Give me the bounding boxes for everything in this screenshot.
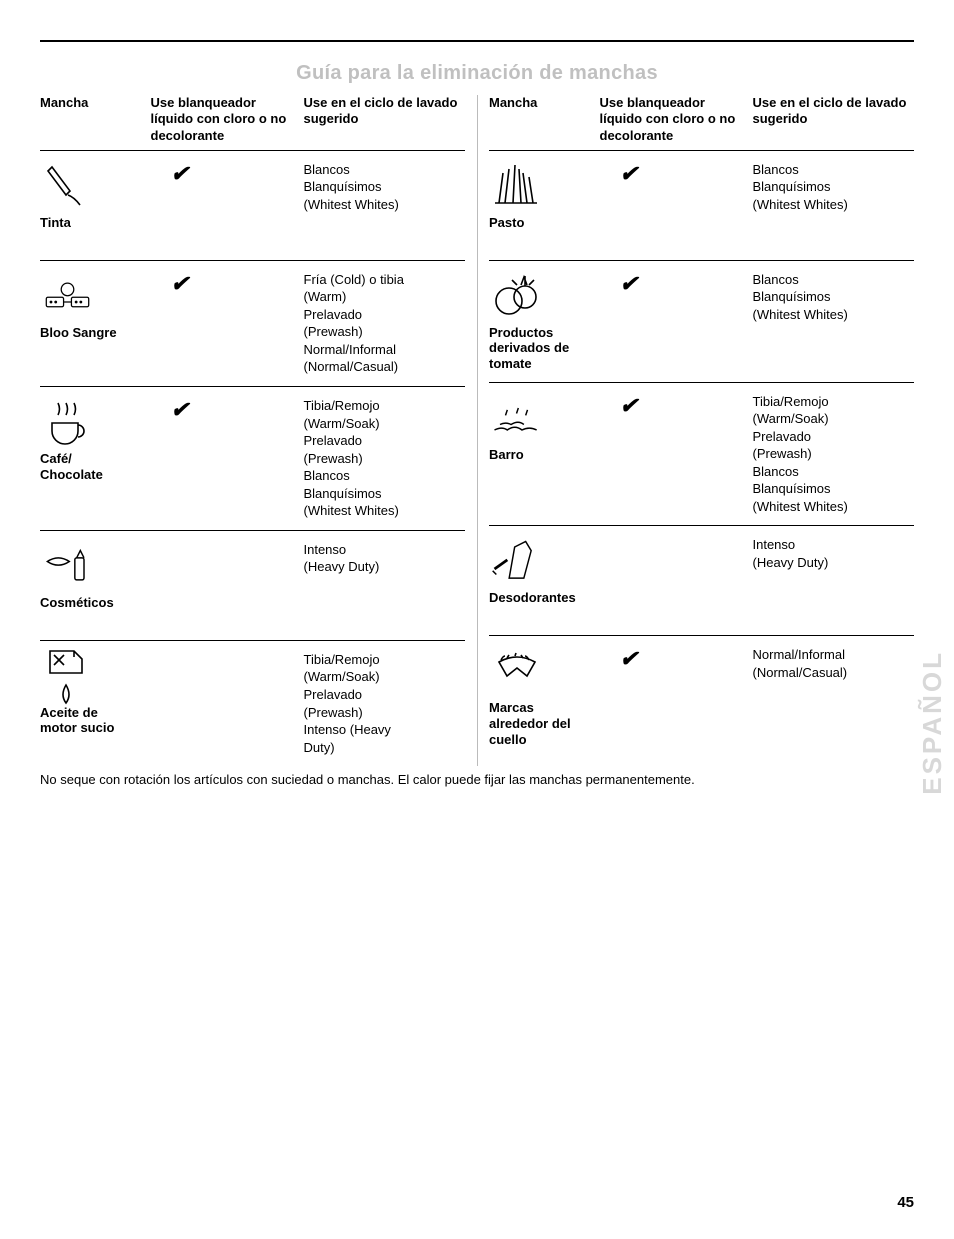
footnote: No seque con rotación los artículos con …	[40, 772, 914, 787]
table-row: Marcas alrededor del cuello ✔ Normal/Infor…	[489, 636, 914, 757]
left-rows: Tinta ✔ Blancos Blanquísimos (Whitest Whit…	[40, 151, 465, 766]
collar-icon	[489, 646, 544, 696]
header-bleach: Use blanqueador líquido con cloro o no d…	[151, 95, 304, 144]
header-cycle: Use en el ciclo de lavado sugerido	[753, 95, 915, 144]
table-row: Barro ✔ Tibia/Remojo (Warm/Soak) Prelavado…	[489, 383, 914, 527]
checkmark-icon: ✔	[171, 271, 189, 296]
oil-icon	[40, 651, 95, 701]
table-row: Tinta ✔ Blancos Blanquísimos (Whitest Whit…	[40, 151, 465, 261]
header-stain: Mancha	[489, 95, 600, 144]
left-column: Mancha Use blanqueador líquido con cloro…	[40, 95, 477, 766]
bleach-cell: ✔	[600, 646, 753, 672]
table-row: Cosméticos Intenso (Heavy Duty)	[40, 531, 465, 641]
top-rule	[40, 40, 914, 42]
stain-label: Desodorantes	[489, 590, 576, 606]
stain-label: Pasto	[489, 215, 524, 231]
stain-cell: Pasto	[489, 161, 600, 231]
checkmark-icon: ✔	[171, 397, 189, 422]
cycle-cell: Blancos Blanquísimos (Whitest Whites)	[753, 271, 915, 324]
header-bleach: Use blanqueador líquido con cloro o no d…	[600, 95, 753, 144]
cycle-cell: Tibia/Remojo (Warm/Soak) Prelavado (Prew…	[304, 397, 466, 520]
table-row: Aceite de motor sucio Tibia/Remojo (Warm/…	[40, 641, 465, 766]
table-header-right: Mancha Use blanqueador líquido con cloro…	[489, 95, 914, 151]
cycle-cell: Intenso (Heavy Duty)	[304, 541, 466, 576]
stain-label: Cosméticos	[40, 595, 114, 611]
cycle-cell: Normal/Informal (Normal/Casual)	[753, 646, 915, 681]
blood-icon	[40, 271, 95, 321]
tomato-icon	[489, 271, 544, 321]
right-column: Mancha Use blanqueador líquido con cloro…	[477, 95, 914, 766]
table-row: Desodorantes Intenso (Heavy Duty)	[489, 526, 914, 636]
header-stain: Mancha	[40, 95, 151, 144]
page-number: 45	[897, 1194, 914, 1211]
bleach-cell: ✔	[151, 161, 304, 187]
stain-label: Marcas alrededor del cuello	[489, 700, 571, 747]
stain-cell: Tinta	[40, 161, 151, 231]
stain-cell: Barro	[489, 393, 600, 463]
checkmark-icon: ✔	[620, 646, 638, 671]
stain-label: Aceite de motor sucio	[40, 705, 114, 736]
checkmark-icon: ✔	[620, 393, 638, 418]
coffee-icon	[40, 397, 95, 447]
table-row: Productos derivados de tomate ✔ Blancos Bl…	[489, 261, 914, 383]
stain-label: Tinta	[40, 215, 71, 231]
stain-guide-table: Mancha Use blanqueador líquido con cloro…	[40, 95, 914, 766]
page-title: Guía para la eliminación de manchas	[40, 62, 914, 85]
deodorant-icon	[489, 536, 544, 586]
ink-icon	[40, 161, 95, 211]
stain-cell: Desodorantes	[489, 536, 600, 606]
stain-cell: Bloo Sangre	[40, 271, 151, 341]
stain-cell: Productos derivados de tomate	[489, 271, 600, 372]
bleach-cell: ✔	[600, 161, 753, 187]
cycle-cell: Blancos Blanquísimos (Whitest Whites)	[753, 161, 915, 214]
table-row: Bloo Sangre ✔ Fría (Cold) o tibia (Warm) P…	[40, 261, 465, 387]
checkmark-icon: ✔	[620, 161, 638, 186]
bleach-cell: ✔	[600, 393, 753, 419]
stain-label: Barro	[489, 447, 524, 463]
stain-cell: Marcas alrededor del cuello	[489, 646, 600, 747]
language-side-label: ESPAÑOL	[917, 650, 948, 795]
stain-cell: Café/ Chocolate	[40, 397, 151, 482]
checkmark-icon: ✔	[171, 161, 189, 186]
bleach-cell: ✔	[151, 397, 304, 423]
table-row: Café/ Chocolate ✔ Tibia/Remojo (Warm/Soak)…	[40, 387, 465, 531]
grass-icon	[489, 161, 544, 211]
stain-label: Bloo Sangre	[40, 325, 117, 341]
cosmetics-icon	[40, 541, 95, 591]
cycle-cell: Fría (Cold) o tibia (Warm) Prelavado (Pr…	[304, 271, 466, 376]
cycle-cell: Tibia/Remojo (Warm/Soak) Prelavado (Prew…	[304, 651, 466, 756]
bleach-cell: ✔	[600, 271, 753, 297]
table-header-left: Mancha Use blanqueador líquido con cloro…	[40, 95, 465, 151]
checkmark-icon: ✔	[620, 271, 638, 296]
right-rows: Pasto ✔ Blancos Blanquísimos (Whitest Whit…	[489, 151, 914, 757]
cycle-cell: Intenso (Heavy Duty)	[753, 536, 915, 571]
cycle-cell: Blancos Blanquísimos (Whitest Whites)	[304, 161, 466, 214]
bleach-cell: ✔	[151, 271, 304, 297]
stain-label: Café/ Chocolate	[40, 451, 103, 482]
stain-label: Productos derivados de tomate	[489, 325, 569, 372]
header-cycle: Use en el ciclo de lavado sugerido	[304, 95, 466, 144]
cycle-cell: Tibia/Remojo (Warm/Soak) Prelavado (Prew…	[753, 393, 915, 516]
table-row: Pasto ✔ Blancos Blanquísimos (Whitest Whit…	[489, 151, 914, 261]
mud-icon	[489, 393, 544, 443]
stain-cell: Aceite de motor sucio	[40, 651, 151, 736]
stain-cell: Cosméticos	[40, 541, 151, 611]
